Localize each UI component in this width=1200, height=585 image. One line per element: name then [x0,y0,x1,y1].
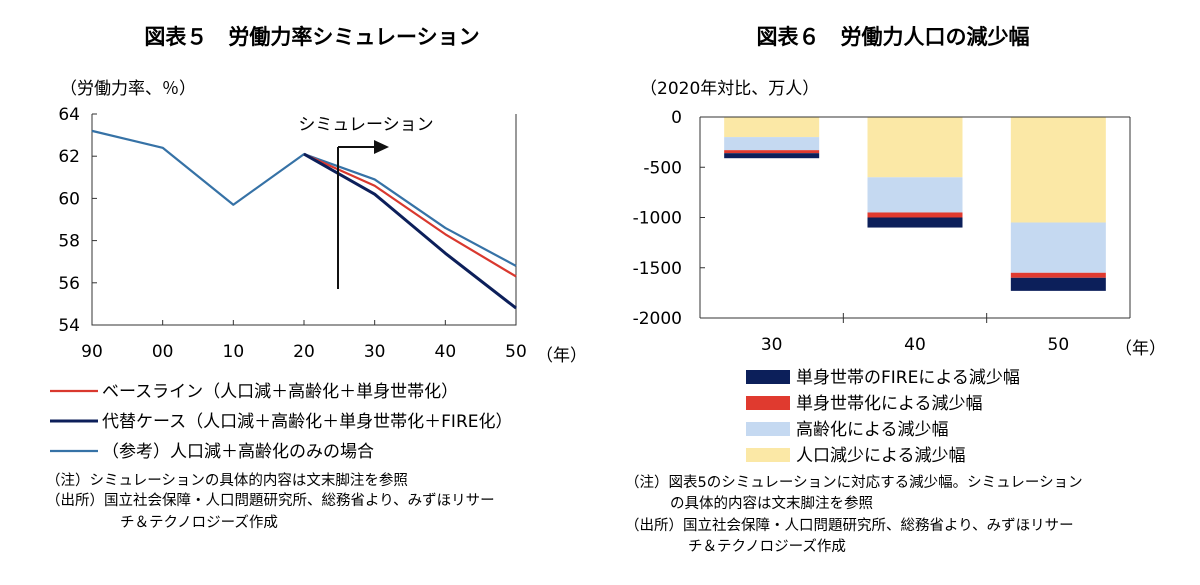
y-tick-label: 58 [58,232,80,252]
y-tick-label: 0 [671,108,682,128]
x-tick-label: 30 [761,335,783,355]
series-line-2 [91,129,517,267]
y-tick-label: 54 [58,316,80,336]
x-unit-label: （年） [1115,339,1166,359]
legend-swatch-1 [746,422,790,436]
x-tick-label: 00 [152,342,174,362]
bar-50-3 [1010,277,1106,291]
chart5-title: 図表５ 労働力率シミュレーション [144,25,479,49]
bar-30-1 [724,137,820,151]
chart5-notes: （注）シミュレーションの具体的内容は文末脚注を参照 （出所）国立社会保障・人口問題… [46,472,495,531]
legend-label-0: 人口減少による減少幅 [796,446,966,466]
bar-30-3 [724,153,820,159]
y-tick-label: -2000 [633,309,682,329]
note-line-1: の具体的内容は文末脚注を参照 [670,495,873,512]
x-tick-label: 40 [904,335,926,355]
chart5-legend: ベースライン（人口減＋高齢化＋単身世帯化） 代替ケース（人口減＋高齢化＋単身世帯化… [50,382,513,462]
chart6: 図表６ 労働力人口の減少幅 （2020年対比、万人） 0 -500 -1000 -15… [625,25,1166,555]
x-tick-label: 30 [364,342,386,362]
x-tick-label: 10 [223,342,245,362]
simulation-arrow-head [374,140,389,154]
bar-50-1 [1010,222,1106,273]
note-line-0: （注）シミュレーションの具体的内容は文末脚注を参照 [46,472,408,489]
y-tick-label: 64 [58,105,80,125]
bar-50-0 [1010,117,1106,223]
x-tick-label: 40 [435,342,457,362]
bar-30-2 [724,150,820,154]
series-line-0 [303,153,517,278]
y-tick-label: 62 [58,147,80,167]
chart6-ylabel: （2020年対比、万人） [640,79,819,99]
x-tick-label: 50 [505,342,527,362]
legend-label-1: 高齢化による減少幅 [796,420,949,440]
legend-swatch-3 [746,370,790,384]
y-tick-label: -1000 [633,209,682,229]
note-line-3: チ＆テクノロジーズ作成 [688,538,846,555]
legend-swatch-0 [746,448,790,462]
note-line-1: （出所）国立社会保障・人口問題研究所、総務省より、みずほリサー [46,491,495,509]
chart5: 図表５ 労働力率シミュレーション （労働力率、％） 64 62 60 58 56 5490… [46,25,587,531]
simulation-label: シミュレーション [298,115,433,135]
x-tick-label: 50 [1048,335,1070,355]
note-line-2: （出所）国立社会保障・人口問題研究所、総務省より、みずほリサー [625,516,1074,534]
chart5-ylabel: （労働力率、％） [60,79,196,99]
legend-swatch-2 [746,396,790,410]
y-tick-label: -500 [643,158,682,178]
bar-50-2 [1010,272,1106,278]
chart6-legend: 単身世帯のFIREによる減少幅単身世帯化による減少幅高齢化による減少幅人口減少に… [746,368,1020,466]
legend-label-2: 単身世帯化による減少幅 [796,394,983,414]
legend-label-3: 単身世帯のFIREによる減少幅 [796,368,1020,388]
bar-40-0 [867,117,963,178]
series-line-1 [303,152,517,310]
note-line-2: チ＆テクノロジーズ作成 [120,514,278,531]
y-tick-label: -1500 [633,259,682,279]
x-tick-label: 20 [293,342,315,362]
legend-label-1: 代替ケース（人口減＋高齢化＋単身世帯化＋FIRE化） [102,412,513,432]
bar-40-1 [867,177,963,213]
bar-40-3 [867,217,963,228]
bar-40-2 [867,212,963,218]
note-line-0: （注）図表5のシミュレーションに対応する減少幅。シミュレーション [625,474,1083,491]
y-tick-label: 56 [58,274,80,294]
chart6-title: 図表６ 労働力人口の減少幅 [757,25,1030,49]
x-tick-label: 90 [81,342,103,362]
bar-30-0 [724,117,820,138]
legend-label-0: ベースライン（人口減＋高齢化＋単身世帯化） [102,382,458,402]
y-tick-label: 60 [58,189,80,209]
chart6-plot-area: 0 -500 -1000 -1500 -2000 30 40 50 （年） [633,108,1166,359]
chart6-notes: （注）図表5のシミュレーションに対応する減少幅。シミュレーションの具体的内容は文… [625,474,1083,555]
legend-label-2: （参考）人口減＋高齢化のみの場合 [102,442,374,462]
x-unit-label: （年） [536,346,587,366]
